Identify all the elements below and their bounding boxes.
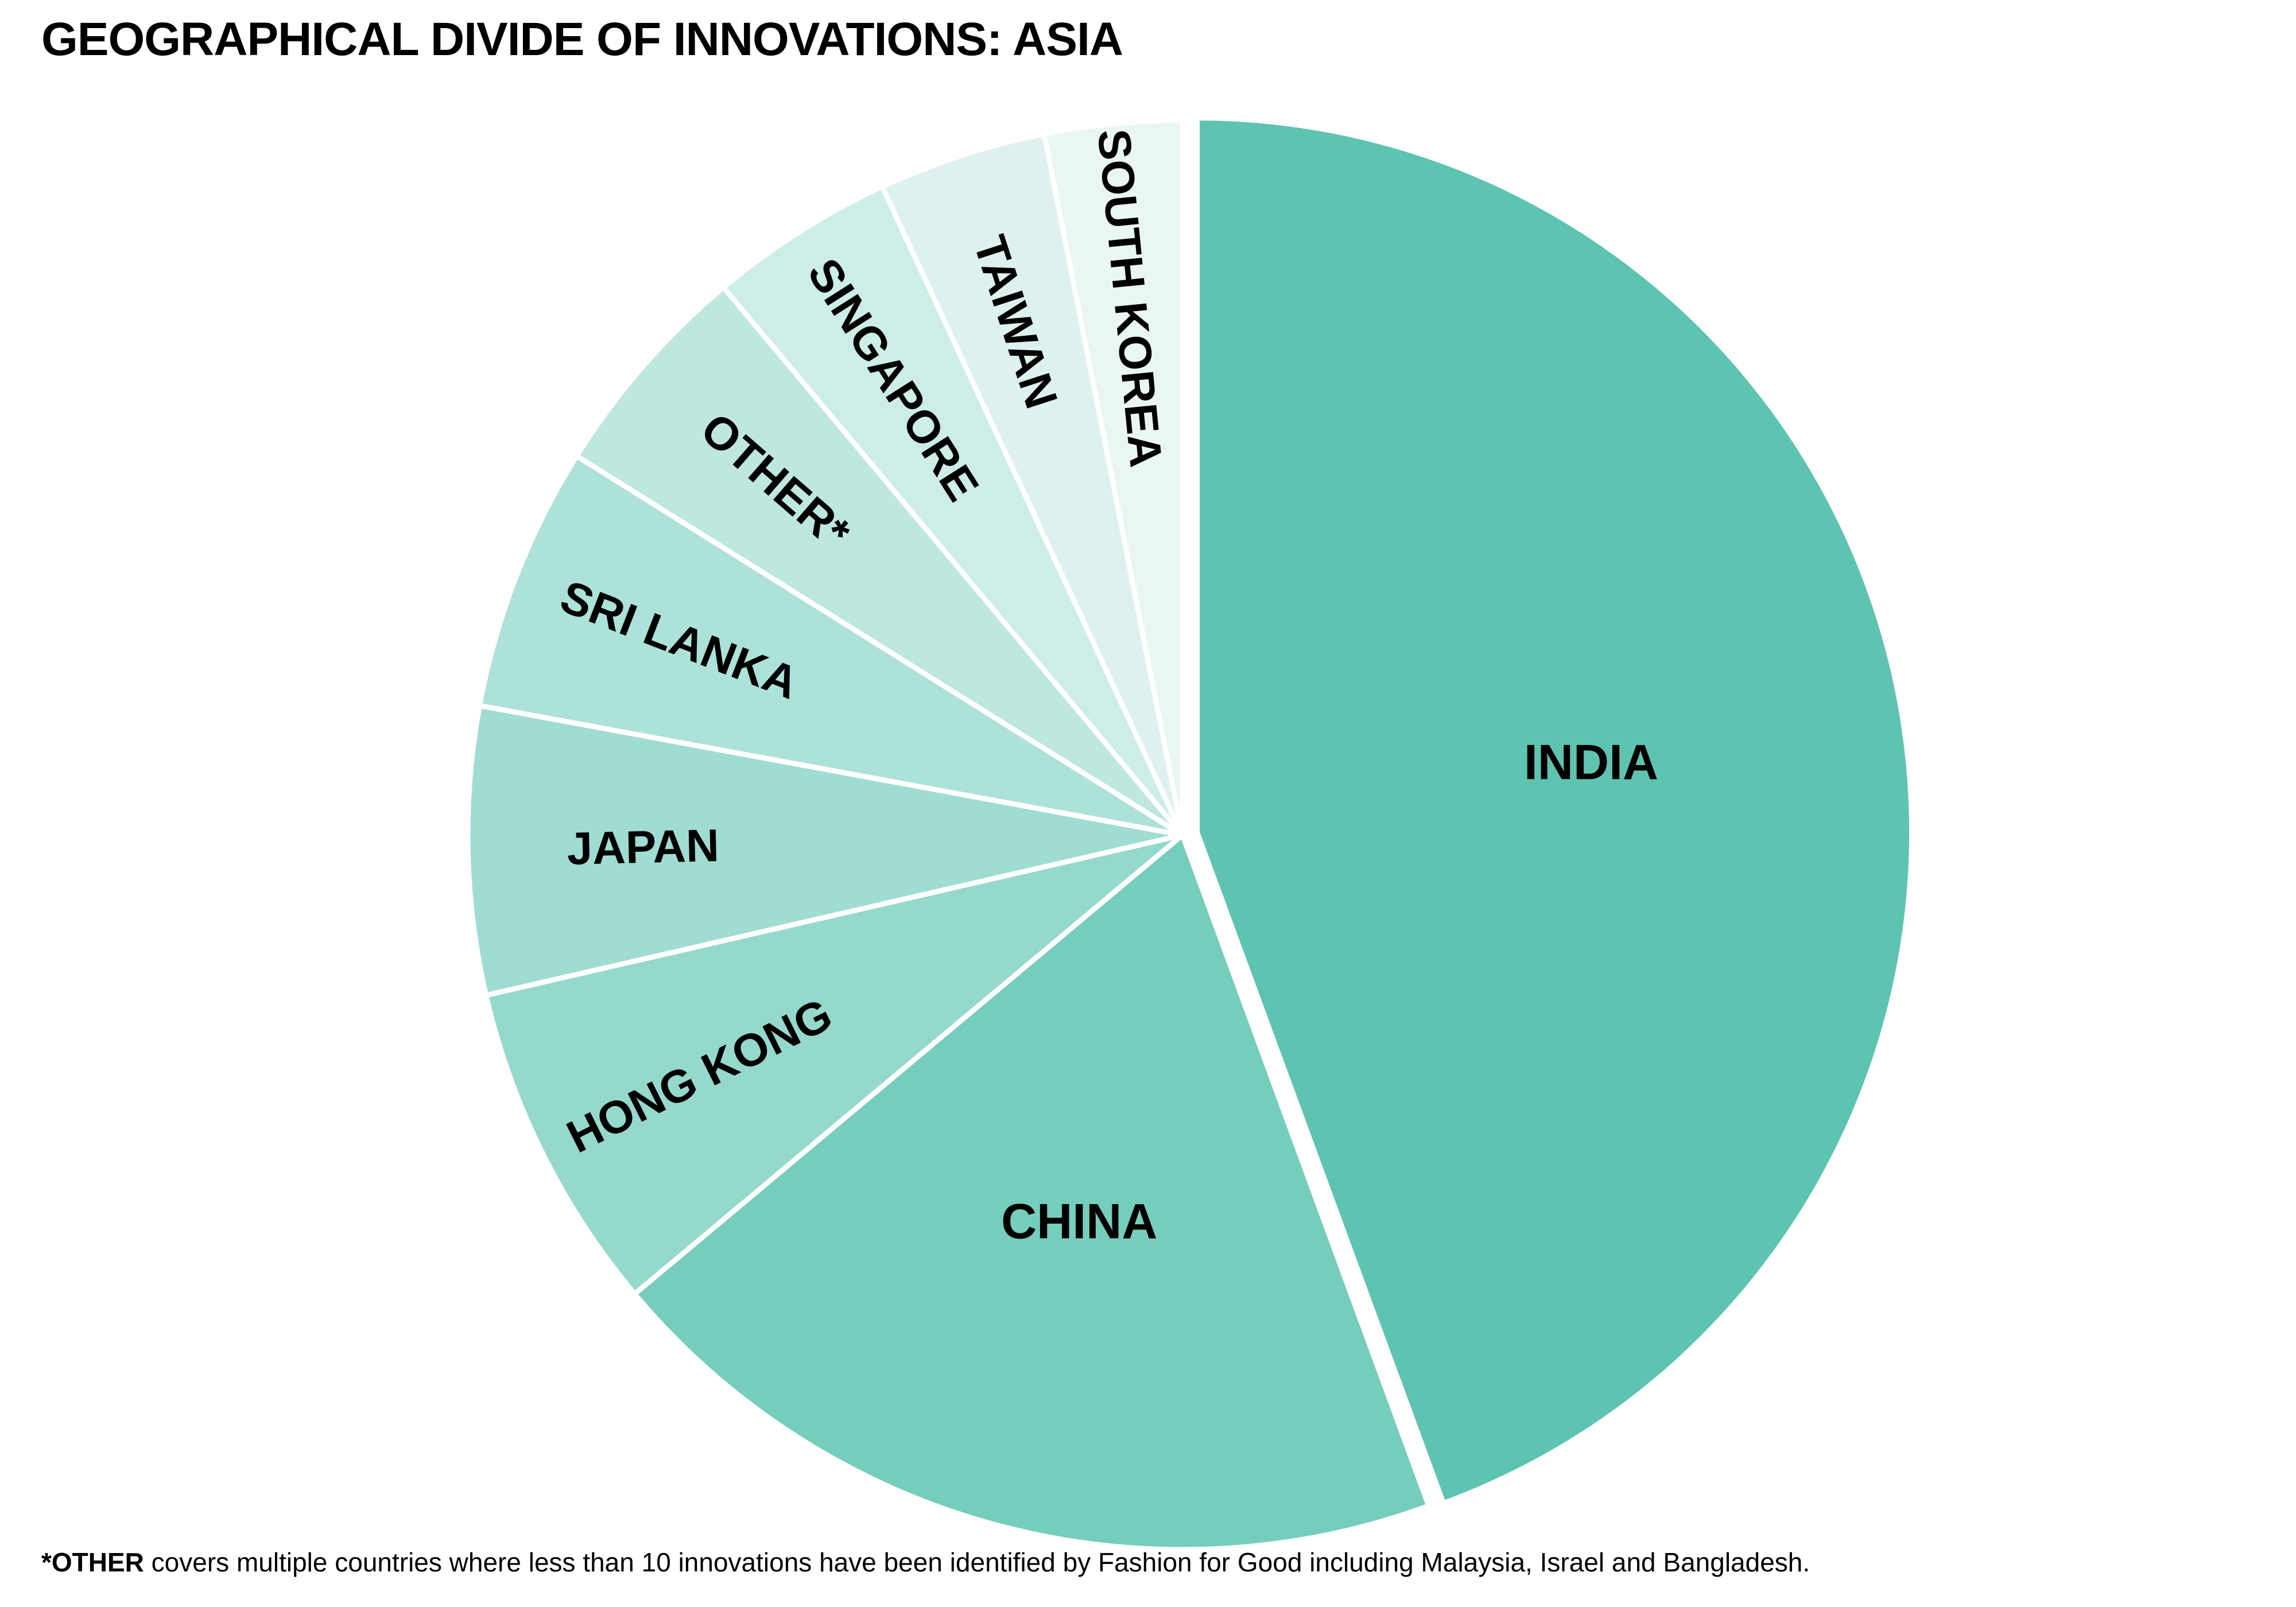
slice-label-china: CHINA bbox=[1001, 1194, 1157, 1249]
pie-slices bbox=[465, 115, 1915, 1552]
pie-slice-singapore bbox=[720, 184, 1185, 838]
slice-label-india: INDIA bbox=[1524, 735, 1658, 790]
pie-slice-south-korea bbox=[1041, 118, 1185, 838]
footnote: *OTHER covers multiple countries where l… bbox=[41, 1547, 1810, 1578]
slice-label-japan: JAPAN bbox=[567, 820, 720, 874]
pie-slice-taiwan bbox=[879, 131, 1185, 838]
footnote-text: covers multiple countries where less tha… bbox=[144, 1547, 1810, 1577]
pie-slice-hong-kong bbox=[483, 832, 1185, 1297]
pie-slice-japan bbox=[465, 702, 1185, 998]
pie-slice-other bbox=[574, 285, 1185, 838]
footnote-bold: *OTHER bbox=[41, 1547, 144, 1577]
pie-slice-sri-lanka bbox=[477, 453, 1185, 838]
chart-title: GEOGRAPHICAL DIVIDE OF INNOVATIONS: ASIA bbox=[41, 13, 1123, 65]
pie-slice-india bbox=[1194, 115, 1915, 1506]
pie-slice-china bbox=[632, 832, 1432, 1552]
